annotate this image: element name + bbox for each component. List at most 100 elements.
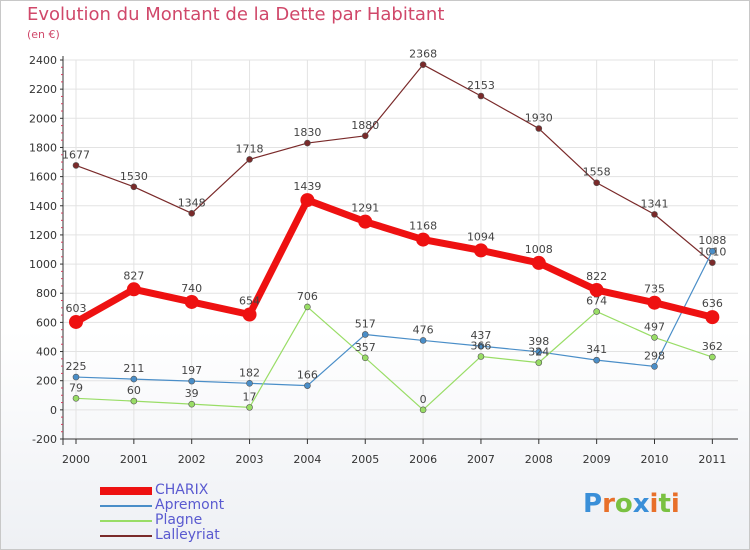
- data-point: [419, 337, 427, 344]
- y-tick-label: 2400: [29, 54, 57, 67]
- data-label: 674: [586, 295, 607, 308]
- data-label: 1291: [351, 202, 379, 215]
- x-tick-label: 2001: [120, 453, 148, 466]
- x-tick-label: 2002: [178, 453, 206, 466]
- data-label: 225: [66, 360, 87, 373]
- data-point: [705, 310, 720, 325]
- data-label: 827: [123, 269, 144, 282]
- series-apremont: 225 211 197 182 166 517 476 437 398 341 298 1088: [66, 234, 726, 389]
- data-label: 1930: [525, 112, 553, 125]
- y-tick-label: 1200: [29, 229, 57, 242]
- data-point: [416, 232, 431, 247]
- y-tick-label: 400: [36, 346, 57, 359]
- data-point: [69, 314, 83, 329]
- data-label: 822: [586, 270, 607, 283]
- logo-letter: P: [583, 489, 603, 519]
- y-tick-label: 1600: [29, 171, 57, 184]
- data-point: [242, 307, 257, 322]
- data-point: [304, 139, 311, 147]
- data-label: 211: [123, 362, 144, 375]
- data-label: 1880: [351, 119, 379, 132]
- data-label: 706: [297, 290, 318, 303]
- data-point: [300, 193, 315, 208]
- data-point: [188, 210, 195, 217]
- legend-item-plagne: Plagne: [100, 512, 320, 528]
- series-line: [75, 306, 713, 411]
- x-tick-label: 2010: [641, 453, 669, 466]
- legend-label: Lalleyriat: [155, 527, 220, 543]
- logo-letter: o: [614, 489, 633, 519]
- data-label: 182: [239, 366, 260, 379]
- series-line: [75, 250, 713, 387]
- legend-swatch: [100, 520, 152, 522]
- x-tick-label: 2007: [467, 453, 495, 466]
- data-label: 1439: [293, 180, 321, 193]
- data-label: 1530: [120, 170, 148, 183]
- logo-letter: t: [658, 489, 671, 519]
- data-point: [477, 342, 485, 350]
- chart-subtitle: (en €): [27, 28, 60, 41]
- data-point: [709, 247, 716, 255]
- data-label: 1008: [525, 243, 553, 256]
- data-point: [130, 397, 138, 405]
- data-label: 79: [69, 381, 83, 394]
- series-line: [74, 196, 714, 325]
- data-label: 1341: [641, 197, 669, 210]
- x-tick-label: 2000: [62, 453, 90, 466]
- data-point: [593, 179, 600, 187]
- data-point: [246, 404, 253, 411]
- data-label: 1677: [62, 148, 90, 161]
- data-point: [130, 375, 138, 383]
- data-label: 398: [528, 335, 549, 348]
- data-point: [419, 406, 427, 414]
- y-tick-label: -200: [32, 433, 57, 446]
- chart-title: Evolution du Montant de la Dette par Hab…: [27, 4, 445, 25]
- data-label: 39: [185, 387, 199, 400]
- data-point: [188, 377, 195, 385]
- data-point: [535, 348, 543, 356]
- data-point: [358, 214, 373, 229]
- legend-label: Plagne: [155, 512, 203, 528]
- data-point: [304, 303, 311, 311]
- data-point: [473, 243, 488, 258]
- y-tick-label: 800: [36, 287, 57, 300]
- x-tick-label: 2004: [293, 453, 321, 466]
- series-plagne: 79 60 39 17 706 357 0 366 324 674 497 362: [69, 290, 723, 414]
- data-point: [535, 125, 543, 132]
- data-label: 0: [420, 393, 427, 406]
- logo-letter: x: [632, 489, 650, 519]
- data-point: [304, 382, 311, 389]
- legend-swatch: [100, 487, 152, 495]
- data-point: [361, 354, 369, 362]
- data-point: [651, 334, 658, 341]
- series-charix: 603 827 740 654 1439 1291 1168 1094 1008 822 735 63…: [66, 180, 723, 329]
- y-tick-label: 1400: [29, 200, 57, 213]
- data-label: 476: [413, 323, 434, 336]
- data-label: 2153: [467, 79, 495, 92]
- data-label: 357: [355, 341, 376, 354]
- y-tick-label: 0: [50, 404, 57, 417]
- logo-letter: i: [649, 489, 659, 519]
- data-label: 362: [702, 340, 723, 353]
- data-point: [531, 255, 546, 270]
- y-tick-label: 2200: [29, 83, 57, 96]
- data-label: 437: [470, 329, 491, 342]
- data-label: 1718: [236, 142, 264, 155]
- data-point: [535, 359, 543, 366]
- data-point: [651, 211, 658, 218]
- data-label: 60: [127, 384, 141, 397]
- data-point: [72, 395, 80, 402]
- data-label: 2368: [409, 48, 437, 61]
- y-tick-label: 1800: [29, 141, 57, 154]
- data-label: 740: [181, 282, 202, 295]
- series-line: [75, 64, 713, 264]
- data-label: 1558: [583, 166, 611, 179]
- data-point: [246, 380, 253, 387]
- series-lalleyriat: 1677 1530 1348 1718 1830 1880 2368 2153 1930 1558…: [62, 48, 726, 266]
- logo-letter: r: [602, 489, 615, 519]
- data-label: 497: [644, 320, 665, 333]
- data-point: [593, 308, 600, 315]
- data-label: 166: [297, 369, 318, 382]
- data-point: [184, 294, 199, 309]
